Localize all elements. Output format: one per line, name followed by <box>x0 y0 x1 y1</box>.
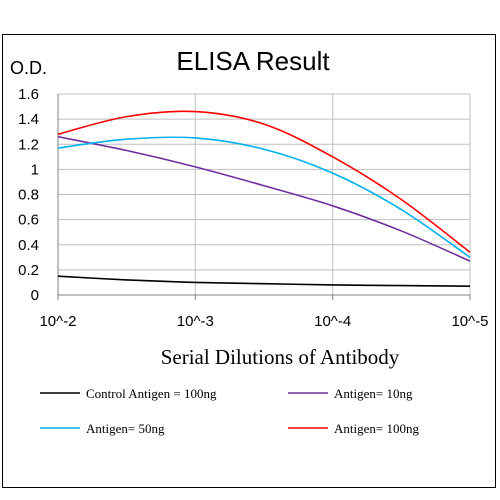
y-tick-label: 1.4 <box>18 111 39 128</box>
y-tick-label: 1 <box>31 161 39 178</box>
axes <box>57 94 471 300</box>
x-tick-label: 10^-4 <box>314 313 351 330</box>
legend: Control Antigen = 100ng Antigen= 10ng Anti… <box>40 386 419 436</box>
y-tick-labels: 0 0.2 0.4 0.6 0.8 1 1.2 1.4 1.6 <box>18 86 39 304</box>
y-tick-label: 0.4 <box>18 237 39 254</box>
series-line-0 <box>57 275 471 288</box>
series-line-3 <box>57 110 471 253</box>
series-lines <box>57 110 471 288</box>
series-line-1 <box>57 135 471 262</box>
y-tick-label: 0.6 <box>18 212 39 229</box>
x-tick-label: 10^-5 <box>451 313 488 330</box>
series-line-2 <box>57 136 471 258</box>
legend-label: Antigen= 50ng <box>86 421 165 436</box>
y-tick-label: 0.8 <box>18 187 39 204</box>
x-tick-labels: 10^-2 10^-3 10^-4 10^-5 <box>39 313 488 330</box>
x-axis-title: Serial Dilutions of Antibody <box>161 345 400 369</box>
legend-label: Antigen= 10ng <box>334 386 413 401</box>
y-tick-label: 0.2 <box>18 262 39 279</box>
x-tick-label: 10^-2 <box>39 313 76 330</box>
y-tick-label: 0 <box>31 287 39 304</box>
legend-label: Antigen= 100ng <box>334 421 419 436</box>
chart-frame <box>2 34 496 488</box>
y-axis-label: O.D. <box>10 58 47 78</box>
chart-title: ELISA Result <box>176 46 330 76</box>
y-tick-label: 1.2 <box>18 136 39 153</box>
legend-label: Control Antigen = 100ng <box>86 386 217 401</box>
y-tick-label: 1.6 <box>18 86 39 103</box>
x-tick-label: 10^-3 <box>177 313 214 330</box>
